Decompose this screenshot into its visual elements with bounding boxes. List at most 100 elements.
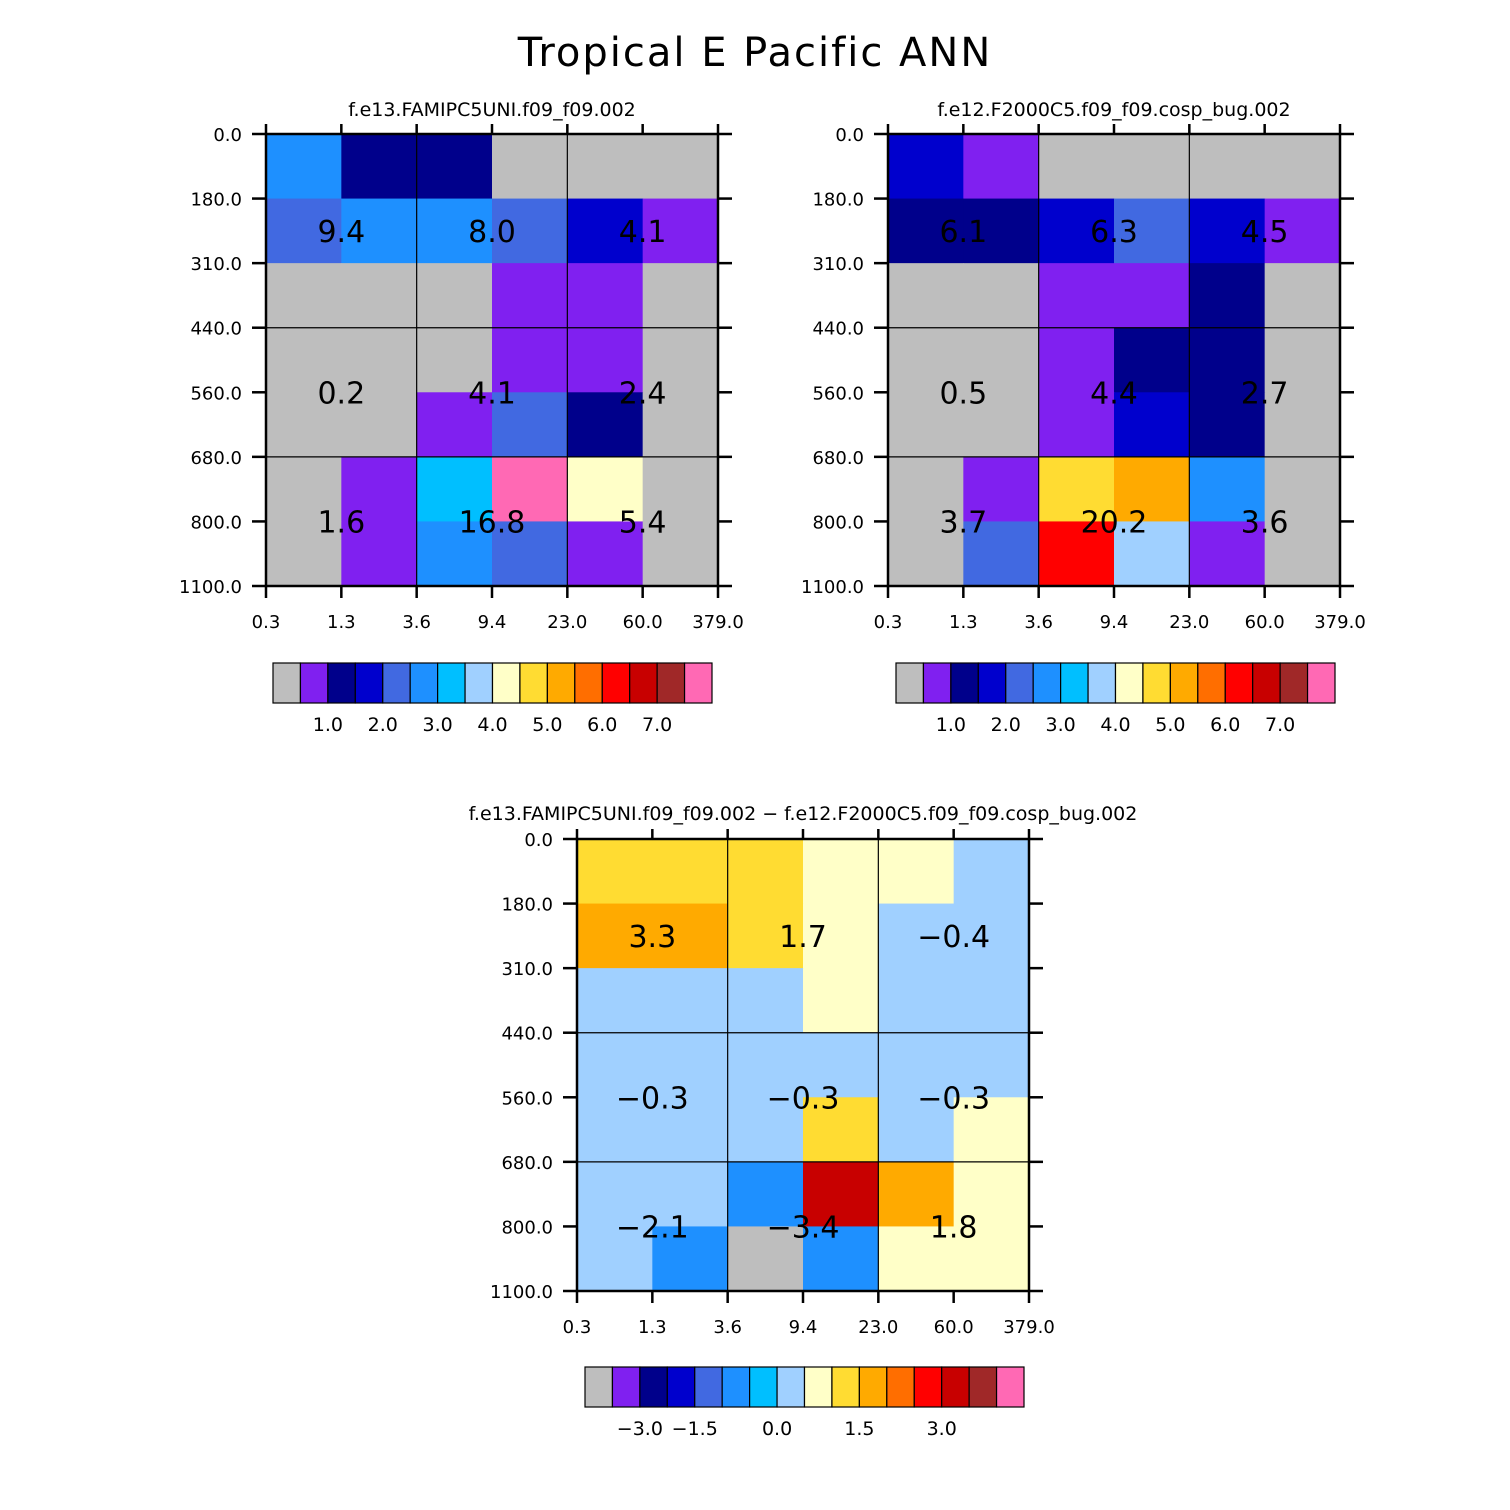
- colorbar-label: 4.0: [477, 714, 507, 736]
- heatmap-cell: [888, 392, 964, 458]
- heatmap-cell: [577, 1097, 653, 1163]
- block-value-label: 16.8: [459, 505, 526, 540]
- heatmap-cell: [963, 263, 1040, 329]
- heatmap-cell: [416, 521, 493, 587]
- colorbar-label: 7.0: [1265, 714, 1295, 736]
- heatmap-cell: [577, 1226, 653, 1292]
- heatmap-cell: [266, 327, 342, 393]
- heatmap-cell: [567, 456, 644, 522]
- colorbar-label: 0.0: [762, 1418, 792, 1440]
- block-value-label: 4.1: [468, 376, 516, 411]
- colorbar-label: 1.0: [313, 714, 343, 736]
- heatmap-cell: [963, 327, 1040, 393]
- colorbar-swatch: [831, 1366, 860, 1408]
- heatmap-cell: [963, 521, 1040, 587]
- heatmap-cell: [878, 1032, 955, 1098]
- block-value-label: 3.3: [628, 920, 676, 955]
- colorbar-label: 6.0: [587, 714, 617, 736]
- heatmap-cell: [1264, 521, 1341, 587]
- heatmap-cell: [577, 1161, 653, 1227]
- y-tick-label: 0.0: [524, 830, 553, 851]
- x-tick-label: 0.3: [874, 612, 903, 633]
- heatmap-cell: [888, 263, 964, 329]
- heatmap-cell: [1264, 327, 1341, 393]
- colorbar-label: −3.0: [617, 1418, 663, 1440]
- colorbar-swatch: [1142, 662, 1171, 704]
- heatmap-cell: [1264, 134, 1341, 200]
- y-tick-label: 560.0: [812, 383, 864, 404]
- heatmap-cell: [1114, 392, 1190, 458]
- heatmap-cell: [416, 456, 493, 522]
- colorbar-label: 4.0: [1100, 714, 1130, 736]
- y-tick-label: 560.0: [501, 1088, 553, 1109]
- panel-title: f.e13.FAMIPC5UNI.f09_f09.002: [348, 99, 636, 121]
- block-value-label: 4.1: [619, 215, 667, 250]
- heatmap-cell: [492, 198, 568, 264]
- y-tick-label: 1100.0: [179, 577, 242, 598]
- x-tick-label: 23.0: [858, 1317, 898, 1338]
- y-tick-label: 680.0: [501, 1153, 553, 1174]
- x-tick-label: 3.6: [1024, 612, 1053, 633]
- colorbar-label: 3.0: [927, 1418, 957, 1440]
- heatmap-cell: [953, 1161, 1030, 1227]
- heatmap-cell: [642, 327, 719, 393]
- y-tick-label: 310.0: [501, 959, 553, 980]
- colorbar-swatch: [601, 662, 631, 704]
- heatmap-cell: [567, 521, 644, 587]
- colorbar-swatch: [886, 1366, 915, 1408]
- colorbar-swatch: [721, 1366, 751, 1408]
- block-value-label: 4.5: [1241, 215, 1289, 250]
- colorbar-swatch: [776, 1366, 806, 1408]
- y-tick-label: 0.0: [835, 125, 864, 146]
- colorbar-swatch: [491, 662, 521, 704]
- heatmap-cell: [266, 521, 342, 587]
- heatmap-cell: [878, 1226, 955, 1292]
- colorbar-swatch: [1087, 662, 1117, 704]
- y-tick-label: 310.0: [190, 254, 242, 275]
- colorbar-swatch: [382, 662, 411, 704]
- heatmap-cell: [1114, 327, 1190, 393]
- y-tick-label: 440.0: [501, 1024, 553, 1045]
- block-value-label: 6.1: [939, 215, 987, 250]
- heatmap-cell: [1038, 521, 1115, 587]
- colorbar-swatch: [749, 1366, 778, 1408]
- heatmap-cell: [642, 263, 719, 329]
- heatmap-cell: [1189, 134, 1266, 200]
- colorbar-swatch: [639, 1366, 668, 1408]
- heatmap-cell: [642, 198, 719, 264]
- block-value-label: 0.2: [317, 376, 365, 411]
- x-tick-label: 3.6: [713, 1317, 742, 1338]
- y-tick-label: 440.0: [190, 319, 242, 340]
- heatmap-cell: [1189, 263, 1266, 329]
- block-value-label: 20.2: [1081, 505, 1148, 540]
- colorbar-swatch: [995, 1366, 1025, 1408]
- heatmap-cell: [567, 327, 644, 393]
- colorbar: 1.0 2.0 3.0 4.0 5.0 6.0 7.0: [272, 662, 713, 736]
- colorbar-swatch: [950, 662, 979, 704]
- block-value-label: 1.8: [930, 1210, 978, 1245]
- y-tick-label: 560.0: [190, 383, 242, 404]
- heatmap-cell: [266, 198, 342, 264]
- heatmap-cell: [577, 839, 653, 905]
- heatmap-cell: [1038, 134, 1115, 200]
- block-value-label: 1.7: [779, 920, 827, 955]
- x-tick-label: 60.0: [623, 612, 663, 633]
- heatmap-cell: [577, 968, 653, 1034]
- heatmap-cell: [1189, 521, 1266, 587]
- heatmap-cell: [642, 134, 719, 200]
- block-value-label: −0.3: [616, 1081, 689, 1116]
- heatmap-cell: [416, 134, 493, 200]
- heatmap-cell: [727, 1097, 804, 1163]
- y-tick-label: 800.0: [190, 512, 242, 533]
- y-tick-label: 310.0: [812, 254, 864, 275]
- heatmap-cell: [1189, 456, 1266, 522]
- axis-ticks: 0.0 180.0 310.0 440.0 560.0 680.0 800.0 1100.0 0…: [490, 829, 1055, 1338]
- y-tick-label: 180.0: [190, 190, 242, 211]
- colorbar-swatch: [546, 662, 576, 704]
- heatmap-cell: [492, 134, 568, 200]
- colorbar-swatch: [858, 1366, 888, 1408]
- heatmap-cell: [727, 839, 804, 905]
- heatmap-cell: [963, 456, 1040, 522]
- heatmap-cell: [416, 198, 493, 264]
